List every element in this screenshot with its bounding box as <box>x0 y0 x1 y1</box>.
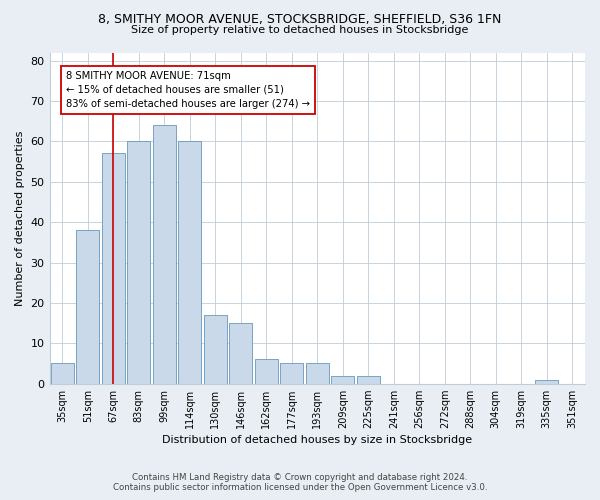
Bar <box>102 154 125 384</box>
Y-axis label: Number of detached properties: Number of detached properties <box>15 130 25 306</box>
Text: 8, SMITHY MOOR AVENUE, STOCKSBRIDGE, SHEFFIELD, S36 1FN: 8, SMITHY MOOR AVENUE, STOCKSBRIDGE, SHE… <box>98 12 502 26</box>
Bar <box>535 380 558 384</box>
Bar <box>153 125 176 384</box>
Bar <box>255 360 278 384</box>
X-axis label: Distribution of detached houses by size in Stocksbridge: Distribution of detached houses by size … <box>162 435 472 445</box>
Bar <box>204 315 227 384</box>
Bar <box>280 364 303 384</box>
Bar <box>178 142 201 384</box>
Bar <box>306 364 329 384</box>
Text: Size of property relative to detached houses in Stocksbridge: Size of property relative to detached ho… <box>131 25 469 35</box>
Bar <box>357 376 380 384</box>
Bar <box>127 142 150 384</box>
Text: Contains HM Land Registry data © Crown copyright and database right 2024.
Contai: Contains HM Land Registry data © Crown c… <box>113 473 487 492</box>
Bar <box>51 364 74 384</box>
Text: 8 SMITHY MOOR AVENUE: 71sqm
← 15% of detached houses are smaller (51)
83% of sem: 8 SMITHY MOOR AVENUE: 71sqm ← 15% of det… <box>66 70 310 108</box>
Bar <box>229 323 252 384</box>
Bar <box>331 376 354 384</box>
Bar <box>76 230 99 384</box>
